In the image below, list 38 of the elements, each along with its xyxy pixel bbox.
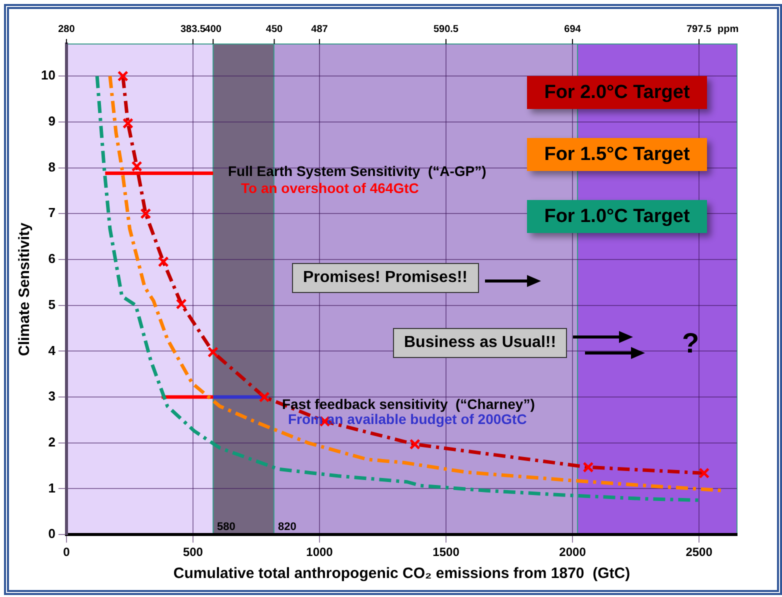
x-tick-label: 0 [63,545,70,560]
y-axis-title: Climate Sensitivity [16,222,34,356]
annotation: 580 [217,521,236,534]
x-tick-label: 500 [182,545,204,560]
x-tick-label: 2000 [559,545,586,560]
x2-tick-label: 450 [266,24,284,35]
text: For 1.5°C Target [527,138,707,171]
x2-axis-title: ppm [718,24,739,35]
x2-tick-label: 797.5 [686,24,712,35]
text: For 1.0°C Target [527,200,707,233]
x-tick-label: 1500 [432,545,460,560]
x2-tick-label: 280 [58,24,76,35]
x2-tick-label: 383.5 [180,24,206,35]
x-tick-label: 2500 [686,545,713,560]
text: For 2.0°C Target [527,76,707,109]
y-tick-label: 1 [48,480,56,496]
y-tick-label: 9 [48,114,56,129]
annotation: Promises! Promises!! [292,263,479,293]
annotation: Full Earth System Sensitivity (“A-GP”) [228,162,486,179]
y-tick-label: 6 [48,251,56,266]
y-tick-label: 4 [48,342,56,358]
x2-tick-label: 487 [311,24,328,35]
x2-tick-label: 400 [204,24,222,35]
y-tick-label: 10 [40,68,56,83]
x-axis-title: Cumulative total anthropogenic CO₂ emissions from 1870 (GtC) [173,565,630,582]
y-tick-label: 5 [48,296,56,312]
y-tick-label: 7 [48,205,56,220]
y-tick-label: 8 [48,159,56,174]
x2-tick-label: 590.5 [433,24,459,35]
annotation: Fast feedback sensitivity (“Charney”) [282,396,535,412]
x2-tick-label: 694 [564,24,582,35]
y-tick-label: 3 [48,388,56,404]
annotation: Business as Usual!! [393,328,568,358]
annotation: ? [682,328,700,359]
x-tick-label: 1000 [306,545,334,560]
y-tick-label: 2 [48,434,56,450]
annotation: 820 [278,521,296,534]
y-tick-label: 0 [48,526,56,542]
